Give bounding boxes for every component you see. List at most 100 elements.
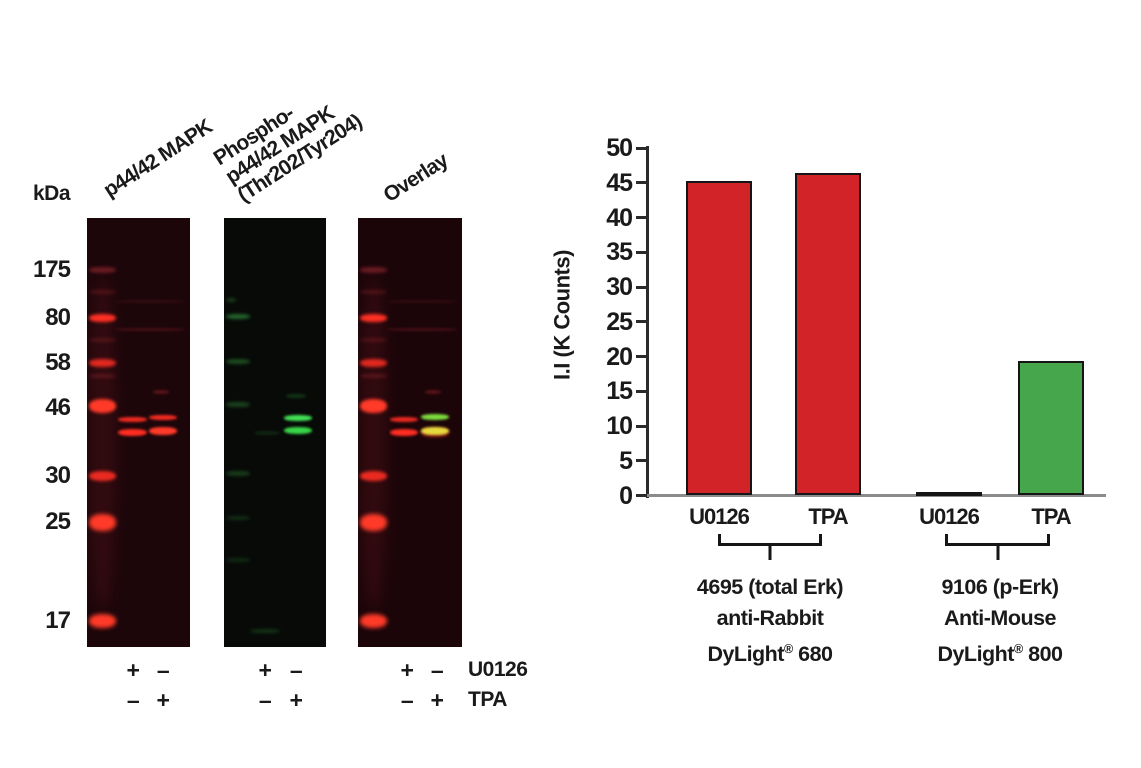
blot-band — [89, 267, 116, 273]
blot-band — [390, 429, 418, 436]
blot-panel-total — [87, 218, 190, 647]
blot-band — [89, 338, 116, 342]
kda-marker-25: 25 — [45, 508, 71, 535]
treatment-sign-tpa-panel1: – — [126, 687, 140, 713]
y-tick-label-5: 5 — [619, 446, 633, 475]
treatment-sign-tpa-panel2: – — [258, 687, 272, 713]
blot-panel-overlay — [358, 218, 462, 647]
blot-band — [115, 328, 185, 331]
blot-band — [226, 402, 250, 407]
blot-band — [226, 314, 250, 319]
bracket-end-right — [1047, 534, 1050, 546]
blot-band — [286, 394, 306, 398]
y-tick-label-10: 10 — [606, 412, 633, 440]
bracket-stem — [996, 543, 999, 560]
blot-band — [89, 290, 116, 294]
registered-mark: ® — [783, 642, 793, 656]
blot-band — [360, 374, 387, 378]
y-tick-mark-25 — [636, 320, 647, 324]
x-category-label-u0126-0: U0126 — [689, 504, 750, 529]
blot-band — [360, 314, 387, 322]
group-bracket-total-erk — [718, 534, 822, 560]
kda-marker-175: 175 — [32, 256, 71, 283]
blot-band — [226, 558, 250, 562]
group-label-line2: Anti-Mouse — [943, 606, 1057, 630]
group-label-line3: DyLight® 800 — [937, 642, 1063, 667]
treatment-sign-u0126-panel1: + — [126, 657, 140, 683]
blot-band — [421, 414, 449, 420]
blot-band — [89, 399, 116, 413]
blot-band — [360, 514, 387, 531]
kda-marker-30: 30 — [45, 462, 71, 489]
blot-band — [254, 431, 280, 435]
y-tick-mark-10 — [636, 424, 647, 428]
y-tick-label-0: 0 — [619, 481, 633, 510]
blot-panel-phospho — [224, 218, 326, 647]
kda-marker-80: 80 — [45, 304, 71, 331]
blot-band — [89, 278, 116, 608]
blot-band — [115, 300, 185, 303]
y-tick-mark-30 — [636, 285, 647, 289]
group-label-line3: DyLight® 680 — [707, 642, 833, 667]
blot-band — [390, 417, 418, 422]
blot-title-total-mapk: p44/42 MAPK — [99, 115, 217, 202]
kda-marker-46: 46 — [45, 394, 71, 421]
group-bracket-p-erk — [945, 534, 1050, 560]
treatment-sign-tpa-panel1: + — [156, 687, 170, 713]
x-axis-line — [646, 494, 1106, 497]
treatment-row-label-u0126: U0126 — [468, 658, 528, 681]
treatment-sign-u0126-panel1: – — [156, 657, 170, 683]
group-label-total-erk: 4695 (total Erk) anti-Rabbit DyLight® 68… — [650, 572, 890, 670]
y-tick-label-15: 15 — [606, 377, 633, 406]
blot-band — [149, 427, 177, 435]
blot-band — [425, 390, 441, 394]
y-tick-label-45: 45 — [606, 168, 633, 197]
x-category-label-u0126-2: U0126 — [919, 504, 980, 529]
y-tick-label-50: 50 — [606, 134, 633, 162]
blot-band — [360, 278, 387, 608]
blot-band — [226, 359, 250, 364]
bracket-stem — [768, 543, 772, 560]
blot-band — [360, 471, 387, 481]
treatment-sign-u0126-panel2: + — [258, 657, 272, 683]
blot-band — [360, 359, 387, 367]
y-tick-mark-45 — [636, 181, 647, 185]
group-label-p-erk: 9106 (p-Erk) Anti-Mouse DyLight® 800 — [880, 572, 1120, 670]
blot-band — [153, 390, 169, 394]
y-tick-mark-20 — [636, 355, 647, 358]
blot-band — [250, 629, 280, 633]
blot-band — [360, 267, 387, 273]
blot-title-overlay: Overlay — [379, 148, 452, 207]
blot-title-phospho-mapk: Phospho- p44/42 MAPK (Thr202/Tyr204) — [210, 74, 366, 207]
blot-band — [118, 429, 147, 436]
blot-band — [387, 300, 457, 303]
x-category-label-tpa-1: TPA — [808, 504, 848, 529]
treatment-sign-u0126-panel3: – — [430, 657, 444, 683]
kda-axis-label: kDa — [33, 182, 71, 205]
blot-band — [89, 314, 116, 322]
kda-marker-58: 58 — [45, 349, 71, 376]
blot-band — [360, 399, 387, 413]
bracket-end-left — [945, 534, 948, 546]
bracket-end-left — [718, 534, 721, 546]
blot-band — [118, 417, 147, 422]
blot-band — [89, 514, 116, 531]
y-tick-mark-0 — [636, 494, 647, 497]
bar-tpa-1 — [795, 173, 861, 496]
treatment-sign-u0126-panel3: + — [400, 657, 414, 683]
blot-band — [421, 427, 449, 435]
blot-band — [226, 471, 250, 476]
blot-band — [89, 471, 116, 481]
y-tick-mark-40 — [636, 216, 647, 219]
y-tick-mark-5 — [636, 459, 647, 463]
group-label-line2: anti-Rabbit — [716, 606, 824, 630]
blot-band — [284, 415, 312, 421]
y-tick-mark-35 — [636, 250, 647, 254]
bracket-end-right — [819, 534, 822, 546]
blot-band — [360, 614, 387, 628]
group-label-line1: 4695 (total Erk) — [696, 575, 844, 599]
bar-u0126-2 — [916, 491, 982, 496]
y-tick-label-35: 35 — [606, 238, 633, 267]
group-label-line1: 9106 (p-Erk) — [941, 575, 1059, 599]
